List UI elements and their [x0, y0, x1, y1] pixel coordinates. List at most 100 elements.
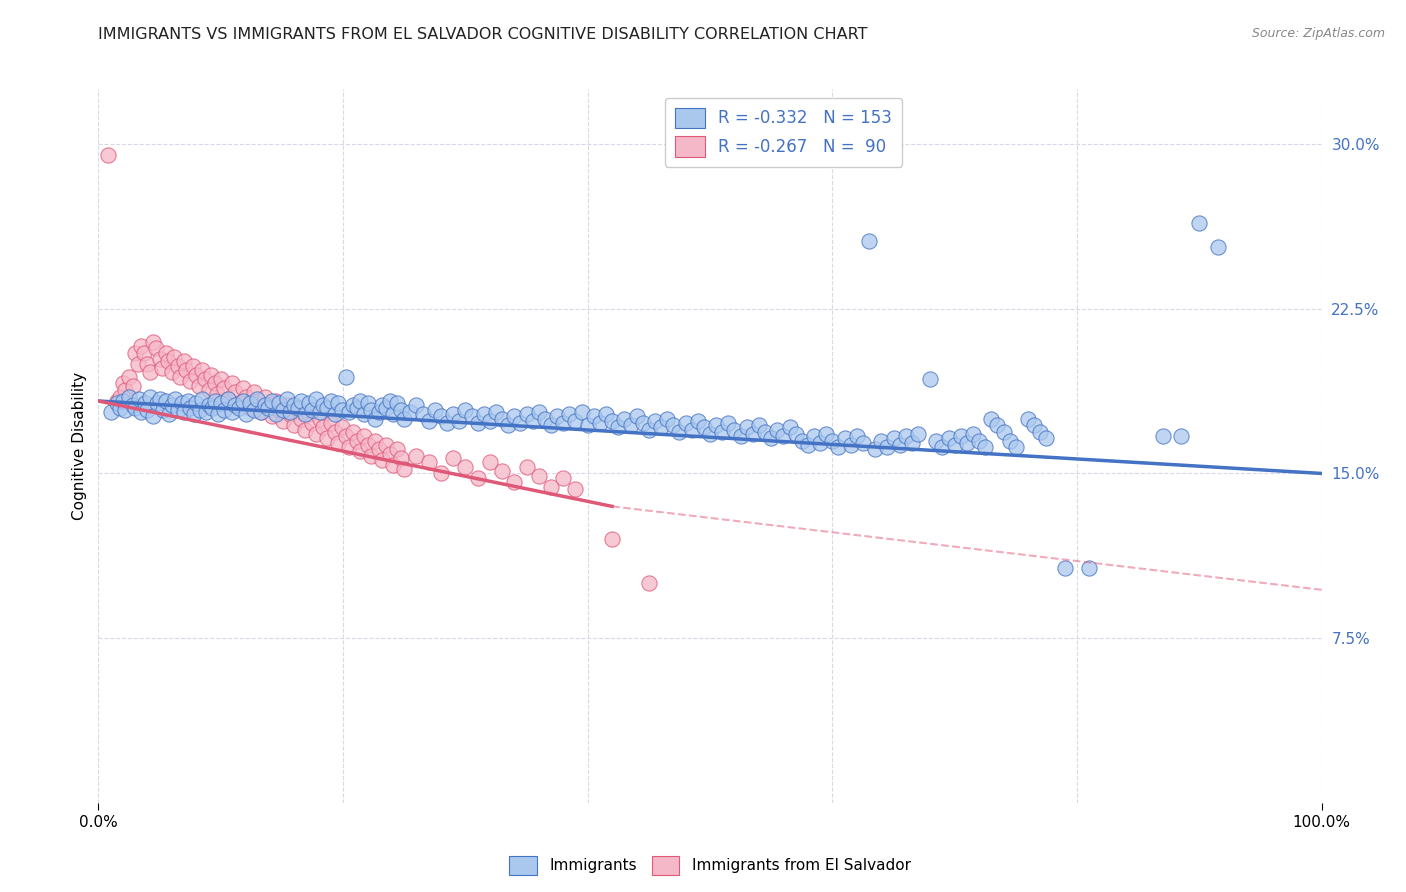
Point: [301, 416, 323, 430]
Point: [287, 402, 309, 417]
Point: [246, 394, 269, 409]
Point: [858, 234, 880, 248]
Point: [235, 407, 257, 421]
Point: [1017, 411, 1039, 425]
Point: [405, 449, 427, 463]
Point: [214, 402, 236, 417]
Point: [353, 429, 375, 443]
Point: [626, 409, 648, 424]
Point: [374, 438, 396, 452]
Point: [257, 398, 280, 412]
Point: [399, 405, 422, 419]
Point: [191, 392, 214, 406]
Point: [330, 402, 353, 417]
Point: [1078, 561, 1101, 575]
Point: [467, 416, 489, 430]
Point: [378, 447, 401, 461]
Point: [522, 414, 544, 428]
Point: [136, 402, 159, 417]
Point: [276, 398, 298, 412]
Point: [118, 369, 141, 384]
Point: [121, 398, 143, 412]
Point: [644, 414, 666, 428]
Point: [157, 407, 180, 421]
Point: [485, 405, 508, 419]
Point: [342, 425, 364, 439]
Point: [124, 401, 146, 415]
Point: [392, 411, 416, 425]
Point: [173, 405, 195, 419]
Point: [328, 435, 350, 450]
Point: [938, 431, 960, 445]
Point: [114, 402, 136, 417]
Point: [1035, 431, 1057, 445]
Point: [723, 423, 745, 437]
Point: [412, 407, 434, 421]
Point: [312, 398, 335, 412]
Point: [194, 372, 217, 386]
Point: [191, 363, 214, 377]
Point: [305, 426, 328, 441]
Point: [367, 405, 389, 419]
Point: [564, 414, 586, 428]
Point: [382, 407, 405, 421]
Point: [105, 394, 128, 409]
Point: [129, 339, 152, 353]
Point: [319, 416, 342, 430]
Point: [834, 431, 856, 445]
Point: [761, 431, 783, 445]
Point: [163, 350, 186, 364]
Point: [808, 435, 831, 450]
Point: [364, 434, 387, 448]
Point: [319, 394, 342, 409]
Point: [262, 394, 284, 409]
Point: [146, 396, 169, 410]
Point: [346, 434, 368, 448]
Point: [200, 368, 222, 382]
Point: [142, 334, 165, 349]
Point: [430, 467, 453, 481]
Point: [204, 376, 226, 391]
Point: [730, 429, 752, 443]
Point: [681, 423, 703, 437]
Point: [839, 438, 862, 452]
Point: [155, 345, 177, 359]
Point: [974, 440, 997, 454]
Point: [717, 416, 740, 430]
Point: [298, 396, 321, 410]
Point: [385, 442, 408, 457]
Point: [675, 416, 697, 430]
Point: [619, 418, 641, 433]
Point: [287, 401, 309, 415]
Point: [253, 390, 276, 404]
Point: [364, 411, 387, 425]
Point: [1053, 561, 1076, 575]
Point: [221, 405, 243, 419]
Point: [337, 405, 360, 419]
Point: [441, 407, 464, 421]
Point: [803, 429, 825, 443]
Point: [699, 426, 721, 441]
Point: [931, 440, 953, 454]
Point: [169, 369, 191, 384]
Point: [356, 396, 378, 410]
Point: [283, 418, 305, 433]
Point: [889, 438, 911, 452]
Point: [998, 434, 1021, 448]
Point: [349, 444, 371, 458]
Point: [540, 480, 562, 494]
Point: [127, 357, 149, 371]
Point: [294, 423, 316, 437]
Point: [105, 396, 128, 410]
Point: [118, 390, 141, 404]
Point: [121, 378, 143, 392]
Point: [349, 394, 371, 409]
Point: [209, 372, 232, 386]
Point: [253, 398, 276, 412]
Point: [534, 411, 557, 425]
Point: [97, 148, 120, 162]
Point: [785, 426, 807, 441]
Point: [418, 455, 440, 469]
Point: [232, 394, 254, 409]
Point: [177, 394, 200, 409]
